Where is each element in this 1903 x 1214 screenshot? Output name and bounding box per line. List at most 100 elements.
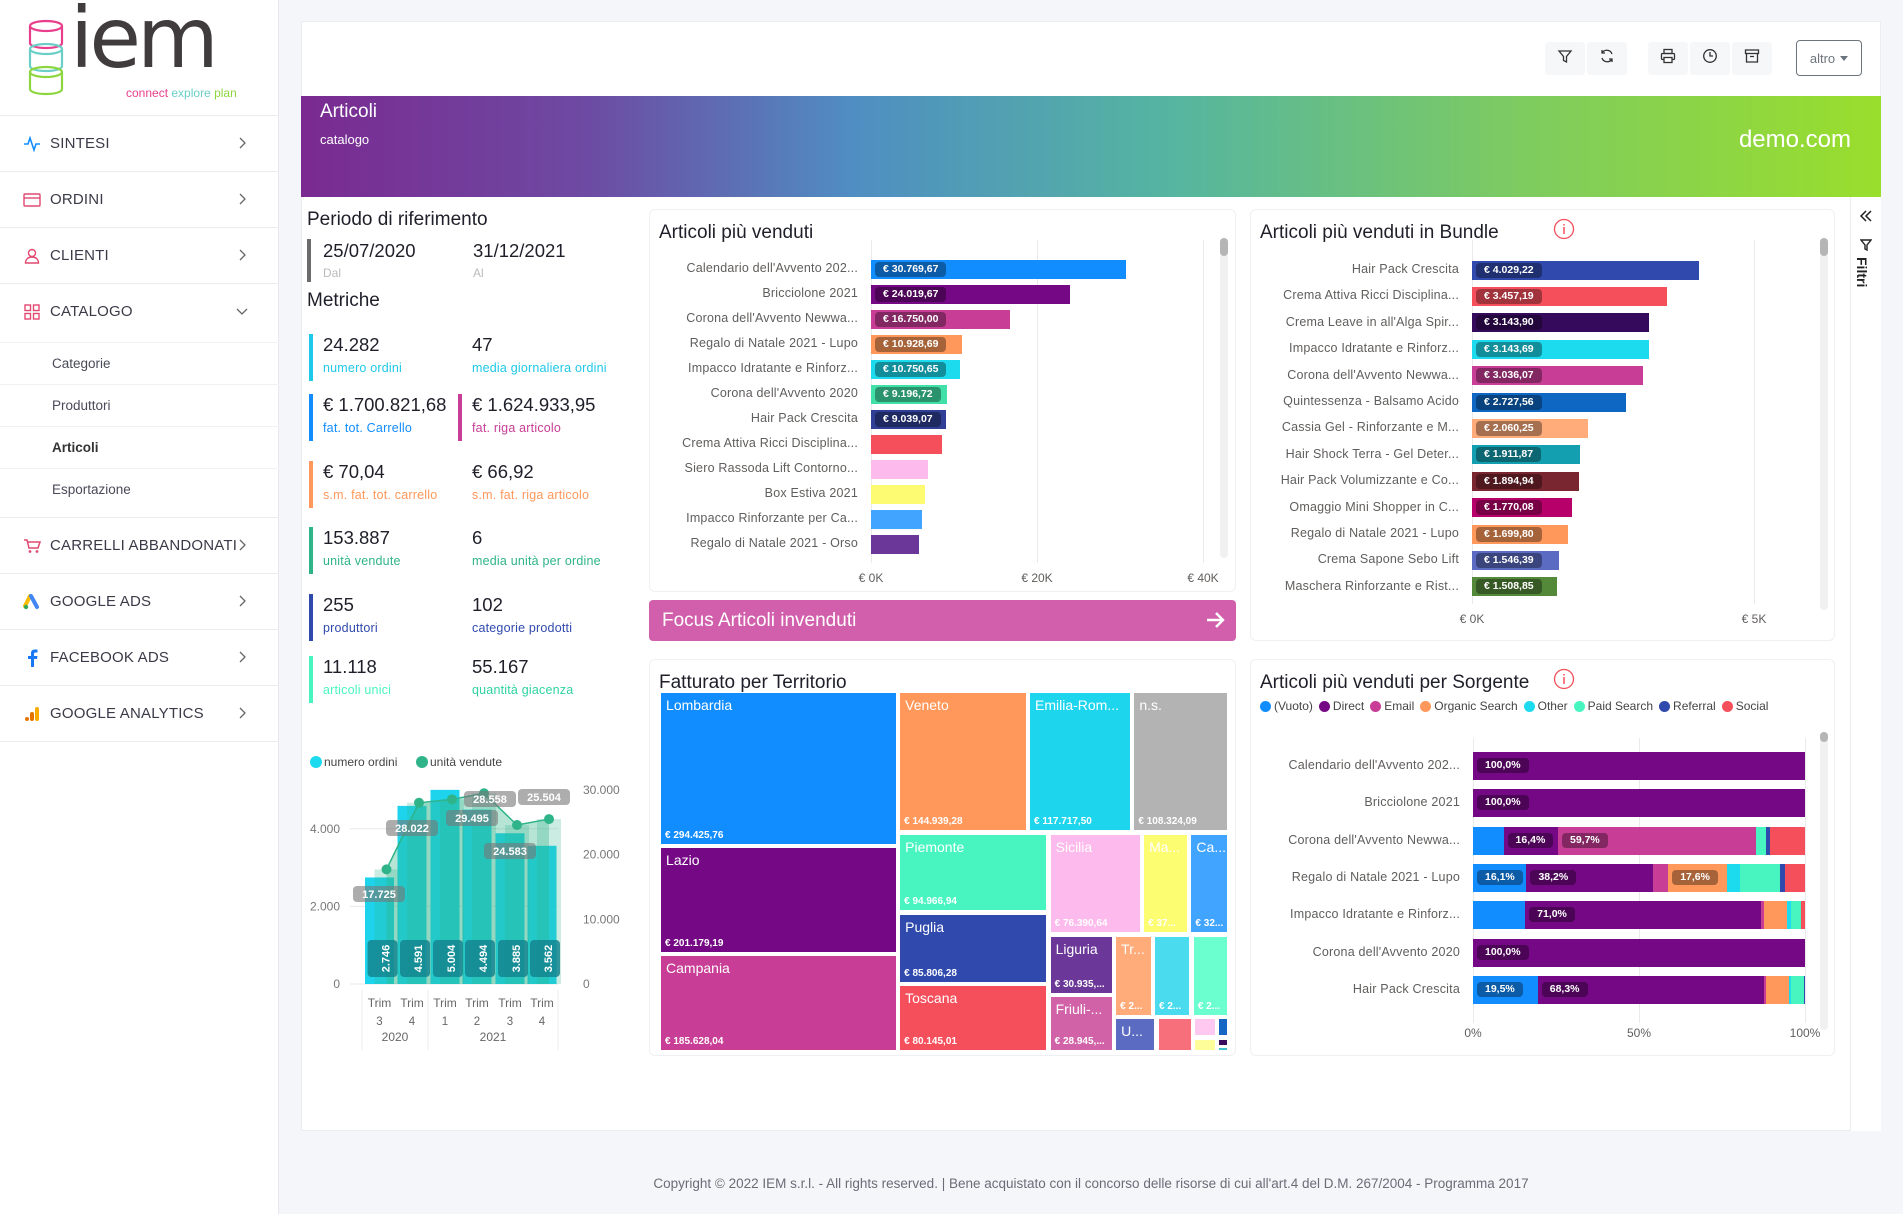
legend-item[interactable]: Paid Search <box>1573 699 1653 713</box>
scrollbar[interactable] <box>1820 238 1828 610</box>
legend-item[interactable]: Social <box>1721 699 1768 713</box>
legend-item[interactable]: (Vuoto) <box>1260 699 1313 713</box>
clock-button[interactable] <box>1690 42 1730 75</box>
bar[interactable]: € 1.546,39 <box>1472 550 1560 570</box>
bar[interactable]: € 9.039,07 <box>871 409 947 429</box>
treemap-tile[interactable]: Veneto € 144.939,28 <box>899 691 1027 832</box>
bar-segment-email[interactable] <box>1653 863 1669 892</box>
sidebar-item-google-ads[interactable]: GOOGLE ADS <box>0 573 279 629</box>
bar[interactable]: € 2.060,25 <box>1472 418 1589 438</box>
legend-item[interactable]: Other <box>1523 699 1568 713</box>
treemap-tile[interactable]: Campania € 185.628,04 <box>660 954 897 1051</box>
bar[interactable]: € 10.750,65 <box>871 359 961 379</box>
treemap-tile[interactable] <box>1218 1047 1229 1051</box>
scrollbar[interactable] <box>1220 238 1228 558</box>
bar-segment-referral[interactable] <box>1766 826 1771 855</box>
bar[interactable]: € 3.143,90 <box>1472 313 1650 333</box>
bar-segment-organicsearch[interactable] <box>1766 975 1789 1004</box>
sidebar-item-ordini[interactable]: ORDINI <box>0 171 279 227</box>
scrollbar[interactable] <box>1820 732 1828 1030</box>
bar[interactable]: € 24.019,67 <box>871 284 1071 304</box>
treemap-tile[interactable] <box>1218 1038 1229 1046</box>
sidebar-item-google-analytics[interactable]: GOOGLE ANALYTICS <box>0 685 279 741</box>
treemap-tile[interactable]: Toscana € 80.145,01 <box>899 985 1048 1051</box>
treemap-tile[interactable]: U... <box>1115 1018 1156 1051</box>
sidebar-subitem-produttori[interactable]: Produttori <box>0 384 279 426</box>
treemap-tile[interactable] <box>1157 1018 1192 1051</box>
bar-segment-direct[interactable]: 100,0% <box>1473 752 1805 780</box>
bar-segment-referral[interactable] <box>1804 975 1805 1004</box>
bar-segment-paidsearch[interactable] <box>1791 901 1802 930</box>
bar-segment-email[interactable] <box>1760 901 1764 930</box>
bar-segment-social[interactable] <box>1770 826 1805 855</box>
sidebar-item-clienti[interactable]: CLIENTI <box>0 227 279 283</box>
archive-button[interactable] <box>1732 42 1772 75</box>
bar[interactable]: € 16.750,00 <box>871 309 1011 329</box>
bar[interactable]: € 10.928,69 <box>871 334 962 354</box>
bar[interactable]: € 3.457,19 <box>1472 286 1667 306</box>
bar[interactable]: € 30.769,67 <box>871 259 1127 279</box>
bar-segment-direct[interactable]: 100,0% <box>1473 938 1805 967</box>
treemap-tile[interactable]: Sicilia € 76.390,64 <box>1049 833 1141 934</box>
bar[interactable] <box>871 459 929 479</box>
treemap-tile[interactable]: Lazio € 201.179,19 <box>660 846 897 953</box>
treemap-tile[interactable]: Tr... € 2... <box>1115 935 1152 1016</box>
bar[interactable]: € 1.894,94 <box>1472 471 1579 491</box>
bar-segment-other[interactable] <box>1788 975 1792 1004</box>
bar-segment-referral[interactable] <box>1780 863 1786 892</box>
bar-segment-paidsearch[interactable] <box>1791 975 1804 1004</box>
legend-item[interactable]: Referral <box>1659 699 1716 713</box>
treemap-tile[interactable]: Friuli-... € 28.945,... <box>1049 996 1113 1051</box>
treemap-tile[interactable]: Lombardia € 294.425,76 <box>660 691 897 845</box>
legend-item[interactable]: Direct <box>1318 699 1364 713</box>
bar-segment-social[interactable] <box>1801 901 1805 930</box>
bar[interactable]: € 1.911,87 <box>1472 445 1580 465</box>
sidebar-item-catalogo[interactable]: CATALOGO <box>0 283 279 339</box>
bar-segment-paidsearch[interactable] <box>1739 863 1781 892</box>
treemap-tile[interactable]: Emilia-Rom... € 117.717,50 <box>1029 691 1131 832</box>
bar-segment-other[interactable] <box>1726 863 1740 892</box>
sidebar-item-carrelli-abbandonati[interactable]: CARRELLI ABBANDONATI <box>0 517 279 573</box>
legend-item[interactable]: Organic Search <box>1420 699 1518 713</box>
filter-button[interactable] <box>1545 42 1585 75</box>
filters-rail[interactable]: Filtri <box>1850 197 1881 1131</box>
legend-item[interactable]: Email <box>1370 699 1414 713</box>
info-icon[interactable] <box>1553 668 1575 690</box>
altro-dropdown[interactable]: altro <box>1796 40 1862 76</box>
bar-segment-direct[interactable]: 71,0% <box>1525 901 1761 930</box>
bar-segment-direct[interactable]: 68,3% <box>1537 975 1765 1004</box>
bar[interactable] <box>871 484 925 504</box>
bar-segment-social[interactable] <box>1785 863 1805 892</box>
treemap-tile[interactable]: Piemonte € 94.966,94 <box>899 833 1048 912</box>
bar-segment-paidsearch[interactable] <box>1756 826 1767 855</box>
bar[interactable]: € 1.699,80 <box>1472 524 1568 544</box>
bar[interactable]: € 3.036,07 <box>1472 366 1644 386</box>
treemap-tile[interactable]: n.s. € 108.324,09 <box>1133 691 1229 832</box>
bar[interactable]: € 9.196,72 <box>871 384 948 404</box>
treemap-tile[interactable] <box>1218 1018 1229 1037</box>
bar[interactable]: € 3.143,69 <box>1472 339 1650 359</box>
info-icon[interactable] <box>1553 218 1575 240</box>
treemap-tile[interactable]: € 2... <box>1154 935 1191 1016</box>
treemap-tile[interactable]: € 2... <box>1192 935 1229 1016</box>
refresh-button[interactable] <box>1587 42 1627 75</box>
bar-segment-other[interactable] <box>1787 901 1792 930</box>
bar-segment-direct[interactable]: 38,2% <box>1526 863 1654 892</box>
bar[interactable]: € 2.727,56 <box>1472 392 1626 412</box>
bar[interactable] <box>871 509 923 529</box>
bar[interactable]: € 1.770,08 <box>1472 498 1572 518</box>
treemap-tile[interactable]: Puglia € 85.806,28 <box>899 913 1048 983</box>
bar-segment-email[interactable]: 59,7% <box>1557 826 1757 855</box>
bar-segment-direct[interactable]: 100,0% <box>1473 789 1805 818</box>
bar-segment-organicsearch[interactable]: 17,6% <box>1668 863 1727 892</box>
logo[interactable]: iem connect explore plan <box>28 0 258 104</box>
collapse-double-chevron-icon[interactable] <box>1859 209 1873 223</box>
bar[interactable]: € 1.508,85 <box>1472 577 1558 597</box>
sidebar-item-sintesi[interactable]: SINTESI <box>0 115 279 171</box>
treemap-tile[interactable]: Ma... € 37... <box>1143 833 1188 934</box>
bar-segment-direct[interactable]: 16,4% <box>1503 826 1558 855</box>
bar-segment-vuoto[interactable]: 19,5% <box>1473 975 1538 1004</box>
bar[interactable] <box>871 534 920 554</box>
bar-segment-organicsearch[interactable] <box>1763 901 1788 930</box>
focus-unsold-button[interactable]: Focus Articoli invenduti <box>649 600 1236 641</box>
